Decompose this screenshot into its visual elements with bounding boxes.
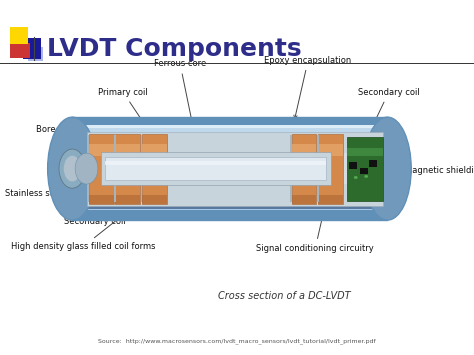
Ellipse shape [64,156,81,181]
Bar [319,133,343,204]
Bar [105,161,326,165]
Bar [72,127,387,210]
Bar [142,133,166,204]
Ellipse shape [59,149,85,188]
Text: Ferrous core: Ferrous core [154,59,206,129]
Bar [140,135,142,202]
Bar [72,125,387,130]
Text: High density glass filled coil forms: High density glass filled coil forms [11,180,168,251]
Bar [89,144,113,156]
Bar [360,168,368,174]
Bar [115,144,140,156]
Bar [89,195,113,204]
Bar [72,125,387,146]
Text: Signal conditioning circuitry: Signal conditioning circuitry [256,190,374,253]
Bar [23,38,41,59]
Bar [349,162,356,169]
Bar [290,135,292,202]
Bar [72,129,387,132]
Bar [86,132,383,206]
Text: Primary coil: Primary coil [99,88,159,146]
Bar [292,195,317,204]
Bar [10,27,28,44]
Bar [319,144,343,156]
Bar [100,152,331,185]
Bar [142,195,166,204]
Ellipse shape [47,117,97,220]
Bar [86,153,383,184]
Bar [317,135,319,202]
Ellipse shape [75,153,98,184]
Bar [105,157,326,180]
Bar [72,206,387,209]
Bar [115,133,140,204]
Bar [347,137,383,201]
Bar [347,148,383,156]
Text: Stainless steel end caps: Stainless steel end caps [5,175,106,198]
Text: LVDT Components: LVDT Components [47,37,302,61]
Bar [292,133,317,204]
Bar [114,135,116,202]
Bar [292,144,317,156]
Text: Source:  http://www.macrosensors.com/lvdt_macro_sensors/lvdt_tutorial/lvdt_prime: Source: http://www.macrosensors.com/lvdt… [98,338,376,344]
Text: Cross section of a DC-LVDT: Cross section of a DC-LVDT [218,291,351,301]
Bar [115,195,140,204]
Bar [10,43,30,58]
Text: Secondary coil: Secondary coil [358,88,419,138]
Circle shape [354,176,358,179]
Text: Epoxy encapsulation: Epoxy encapsulation [264,56,352,119]
Bar [87,135,89,202]
Text: Secondary coil: Secondary coil [64,186,172,226]
Bar [142,144,166,156]
Circle shape [364,175,368,178]
Text: Magnetic shielding: Magnetic shielding [397,161,474,175]
Bar [89,133,113,204]
Bar [28,47,43,61]
Bar [72,117,387,220]
Bar [370,160,377,167]
Text: Bore shaft: Bore shaft [36,125,113,155]
Bar [319,195,343,204]
Ellipse shape [364,117,411,220]
